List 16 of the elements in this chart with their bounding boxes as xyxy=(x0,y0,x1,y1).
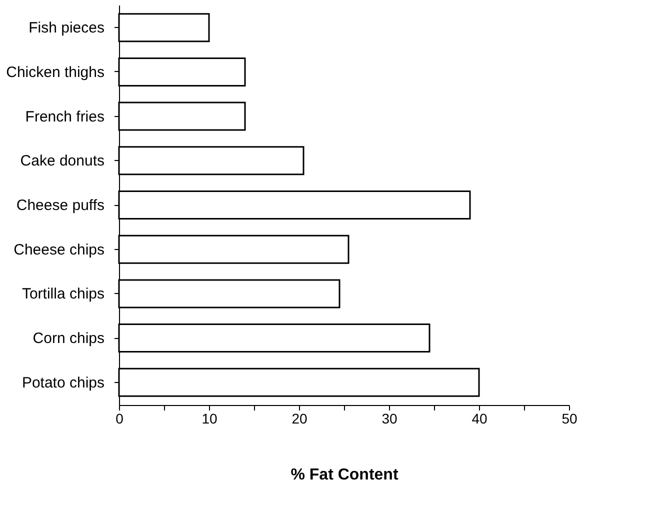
x-tick-label: 0 xyxy=(116,410,124,426)
y-tick-label: Corn chips xyxy=(32,330,104,348)
x-axis-title: % Fat Content xyxy=(290,466,399,484)
y-tick-label: Fish pieces xyxy=(28,20,104,37)
y-tick-label: Cheese puffs xyxy=(16,197,104,214)
y-tick-label: Tortilla chips xyxy=(22,286,104,303)
y-tick-label: Chicken thighs xyxy=(6,64,104,81)
x-tick-label: 40 xyxy=(472,410,488,426)
x-tick-label: 10 xyxy=(202,410,218,426)
y-tick-label: Cake donuts xyxy=(20,152,104,170)
x-tick-label: 20 xyxy=(292,410,308,426)
x-tick-label: 50 xyxy=(562,410,578,426)
x-tick-label: 30 xyxy=(382,410,398,426)
y-tick-label: French fries xyxy=(25,108,104,126)
y-tick-label: Cheese chips xyxy=(14,241,104,258)
y-tick-label: Potato chips xyxy=(22,374,104,392)
